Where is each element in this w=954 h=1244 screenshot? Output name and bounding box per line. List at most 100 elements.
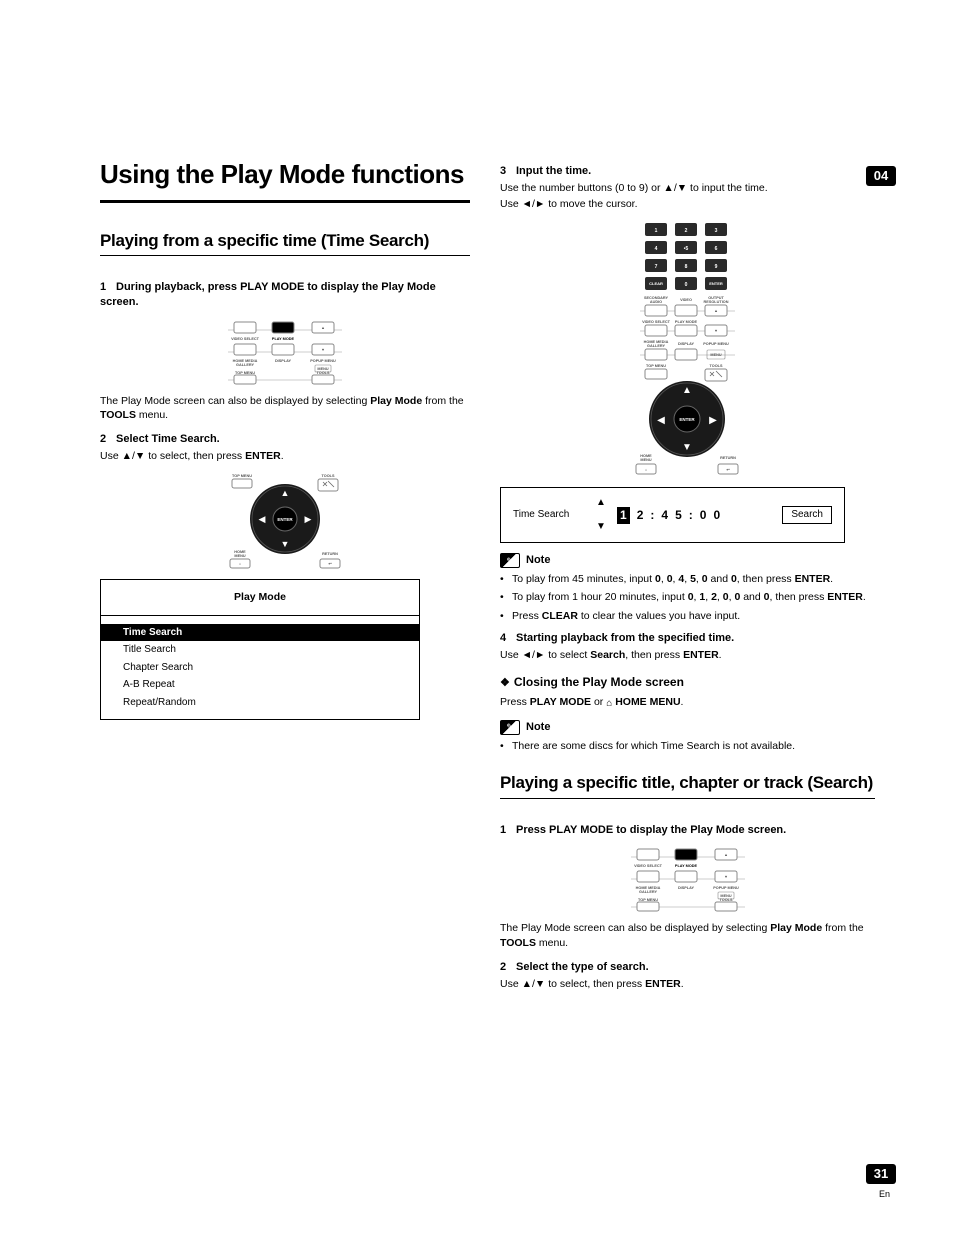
svg-text:▶: ▶ [709, 415, 717, 426]
dial-diagram: TOP MENUTOOLS ENTER ▲ ▼ ◀ ▶ HOMEMENU RET… [220, 469, 350, 569]
svg-text:3: 3 [715, 228, 718, 234]
svg-text:DISPLAY: DISPLAY [275, 359, 292, 363]
step-3-text: Input the time. [516, 165, 591, 177]
step-1-number: 1 [100, 280, 116, 295]
svg-text:PLAY MODE: PLAY MODE [675, 320, 698, 324]
svg-text:9: 9 [715, 264, 718, 270]
svg-text:MENU: MENU [710, 353, 721, 357]
step-1-heading: 1During playback, press PLAY MODE to dis… [100, 280, 470, 310]
svg-text:PLAY MODE: PLAY MODE [272, 337, 295, 341]
svg-text:TOOLS: TOOLS [719, 898, 732, 902]
svg-text:▲: ▲ [724, 853, 728, 857]
b-step-1-text: Press PLAY MODE to display the Play Mode… [516, 824, 786, 836]
menu-item-title-search[interactable]: Title Search [101, 641, 419, 659]
svg-text:AUDIO: AUDIO [650, 300, 662, 304]
b-step-2-text: Select the type of search. [516, 961, 649, 973]
remote-diagram-playmode: ▲ VIDEO SELECTPLAY MODE ▼ HOME MEDIAGALL… [220, 318, 350, 388]
menu-item-repeat-random[interactable]: Repeat/Random [101, 694, 419, 712]
subsection-title: Playing from a specific time (Time Searc… [100, 231, 470, 251]
svg-text:GALLERY: GALLERY [236, 363, 254, 367]
note-1-item-b: To play from 1 hour 20 minutes, input 0,… [500, 590, 875, 604]
b-step-2-body: Use ▲/▼ to select, then press ENTER. [500, 977, 875, 991]
closing-body: Press PLAY MODE or ⌂ HOME MENU. [500, 695, 875, 711]
time-search-button[interactable]: Search [782, 506, 832, 524]
step-4-number: 4 [500, 631, 516, 646]
svg-text:TOOLS: TOOLS [321, 474, 334, 478]
svg-text:•5: •5 [684, 246, 689, 252]
subsection-b-rule [500, 798, 875, 799]
step-4-heading: 4Starting playback from the specified ti… [500, 631, 875, 646]
svg-text:PLAY MODE: PLAY MODE [674, 864, 697, 868]
svg-text:◀: ◀ [657, 415, 665, 426]
b-step-2-heading: 2Select the type of search. [500, 960, 875, 975]
svg-text:▲: ▲ [714, 309, 718, 313]
svg-text:▲: ▲ [281, 488, 290, 498]
play-mode-menu: Play Mode Time Search Title Search Chapt… [100, 579, 420, 720]
svg-text:⌂: ⌂ [645, 468, 647, 472]
note-1-label: Note [526, 553, 550, 568]
step-2-text: Select Time Search. [116, 433, 220, 445]
step-4-body: Use ◄/► to select Search, then press ENT… [500, 648, 875, 662]
svg-text:DISPLAY: DISPLAY [678, 342, 695, 346]
step-4-text: Starting playback from the specified tim… [516, 632, 734, 644]
time-search-display: Time Search ▲▼ 1 2 : 4 5 : 0 0 Search [500, 487, 845, 543]
svg-text:VIDEO: VIDEO [680, 298, 692, 302]
svg-text:DISPLAY: DISPLAY [677, 886, 694, 890]
chapter-badge: 04 [866, 166, 896, 186]
svg-text:◀: ◀ [259, 514, 266, 524]
svg-text:POPUP MENU: POPUP MENU [310, 359, 336, 363]
note-2-header: ✎ Note [500, 720, 875, 735]
note-1-item-c: Press CLEAR to clear the values you have… [500, 609, 875, 623]
note-1-list: To play from 45 minutes, input 0, 0, 4, … [500, 572, 875, 623]
svg-text:GALLERY: GALLERY [647, 344, 665, 348]
svg-text:▼: ▼ [321, 348, 325, 352]
step-1-text: During playback, press PLAY MODE to disp… [100, 281, 436, 308]
svg-text:TOP MENU: TOP MENU [638, 898, 658, 902]
svg-text:8: 8 [685, 264, 688, 270]
svg-text:1: 1 [655, 228, 658, 234]
svg-text:TOP MENU: TOP MENU [646, 364, 666, 368]
svg-text:POPUP MENU: POPUP MENU [703, 342, 729, 346]
menu-item-time-search[interactable]: Time Search [101, 624, 419, 642]
step-2-heading: 2Select Time Search. [100, 432, 470, 447]
svg-text:▼: ▼ [714, 329, 718, 333]
svg-text:POPUP MENU: POPUP MENU [713, 886, 739, 890]
menu-item-chapter-search[interactable]: Chapter Search [101, 659, 419, 677]
b-step-1-number: 1 [500, 823, 516, 838]
svg-text:GALLERY: GALLERY [639, 890, 657, 894]
subsection-rule [100, 255, 470, 256]
time-search-label: Time Search [513, 508, 585, 522]
page-language: En [879, 1188, 890, 1200]
step-2-body: Use ▲/▼ to select, then press ENTER. [100, 449, 470, 463]
svg-text:MENU: MENU [640, 458, 651, 462]
svg-text:2: 2 [685, 228, 688, 234]
svg-text:0: 0 [685, 282, 688, 288]
svg-text:CLEAR: CLEAR [649, 281, 663, 286]
b-step-1-heading: 1Press PLAY MODE to display the Play Mod… [500, 823, 875, 838]
note-2-list: There are some discs for which Time Sear… [500, 739, 875, 753]
home-icon: ⌂ [606, 698, 612, 709]
b-after-diagram-text: The Play Mode screen can also be display… [500, 921, 875, 949]
svg-text:RETURN: RETURN [322, 552, 338, 556]
b-step-2-number: 2 [500, 960, 516, 975]
svg-text:VIDEO SELECT: VIDEO SELECT [642, 320, 671, 324]
note-icon: ✎ [500, 720, 520, 735]
time-search-arrows-icon: ▲▼ [595, 498, 607, 532]
step-2-number: 2 [100, 432, 116, 447]
svg-text:TOOLS: TOOLS [316, 371, 329, 375]
svg-text:TOP MENU: TOP MENU [232, 474, 252, 478]
svg-text:VIDEO SELECT: VIDEO SELECT [231, 337, 260, 341]
note-1-item-a: To play from 45 minutes, input 0, 0, 4, … [500, 572, 875, 586]
step-3-number: 3 [500, 164, 516, 179]
svg-text:▲: ▲ [321, 326, 325, 330]
svg-text:▲: ▲ [682, 385, 692, 396]
step-3-body-2: Use ◄/► to move the cursor. [500, 197, 875, 211]
svg-text:VIDEO SELECT: VIDEO SELECT [634, 864, 663, 868]
svg-text:TOP MENU: TOP MENU [235, 371, 255, 375]
svg-text:ENTER: ENTER [679, 417, 695, 422]
svg-text:RESOLUTION: RESOLUTION [704, 300, 729, 304]
svg-text:RETURN: RETURN [720, 456, 736, 460]
menu-item-ab-repeat[interactable]: A-B Repeat [101, 676, 419, 694]
svg-text:4: 4 [655, 246, 658, 252]
page-number-badge: 31 [866, 1164, 896, 1184]
